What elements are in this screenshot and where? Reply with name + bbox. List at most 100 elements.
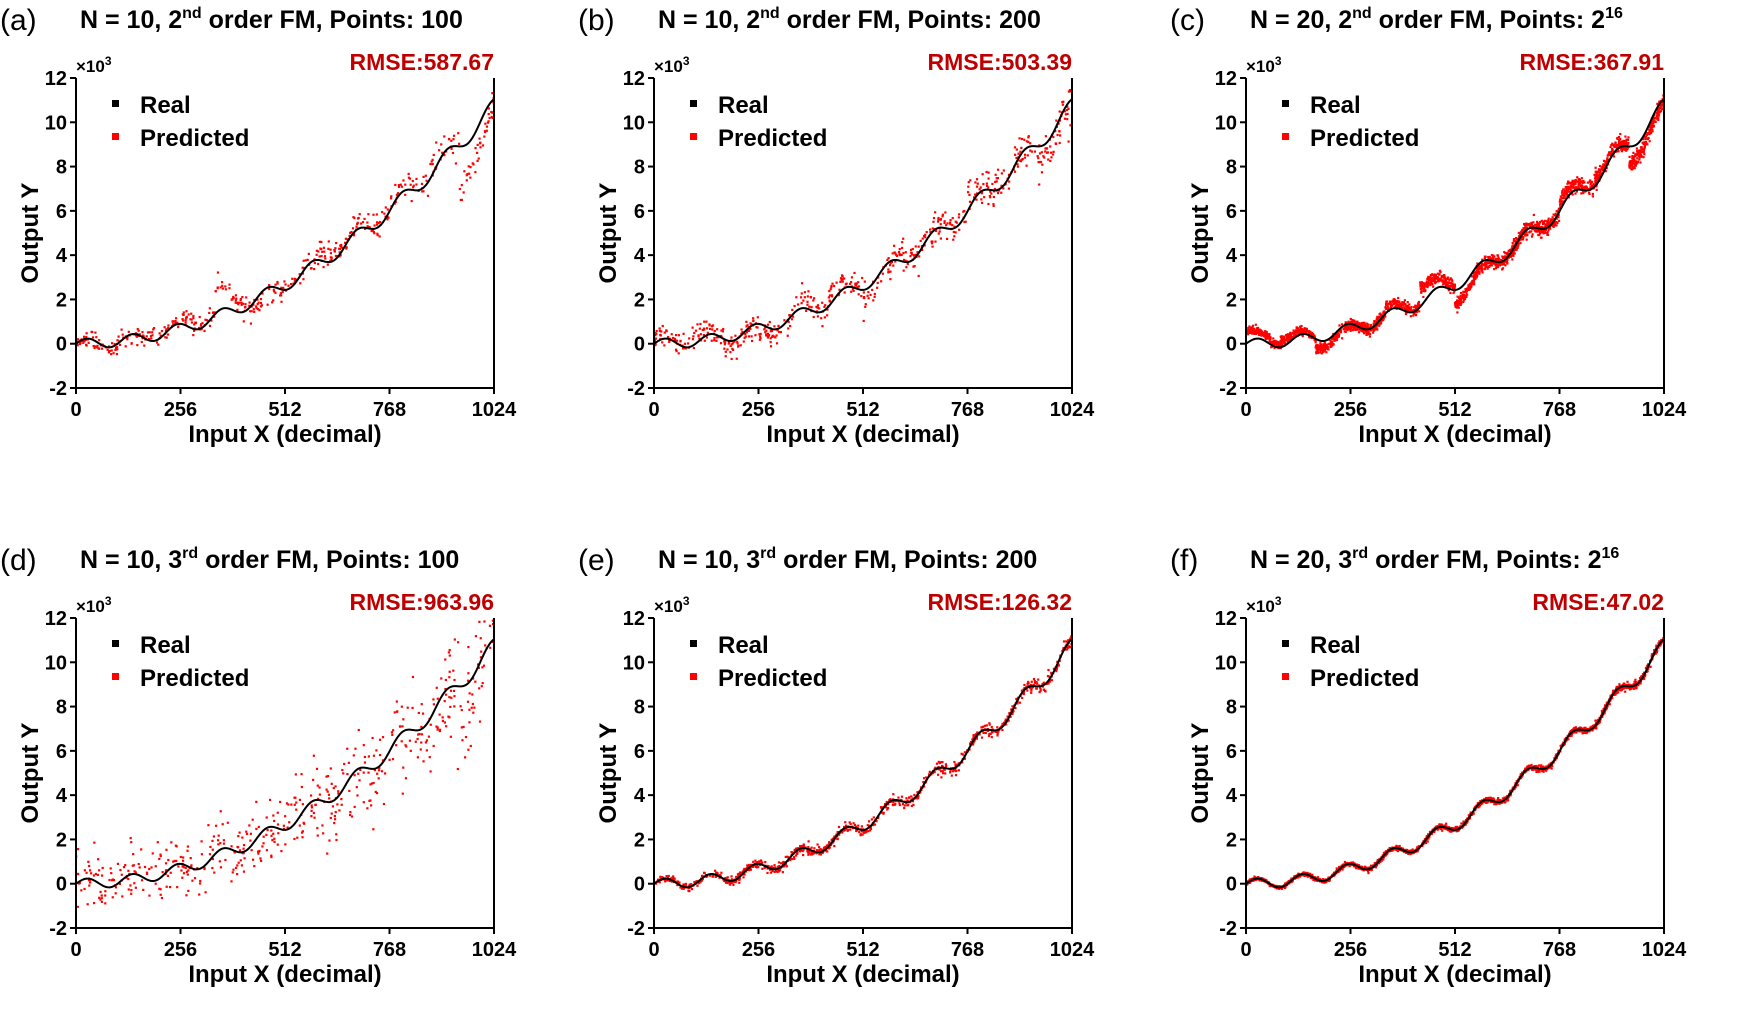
predicted-point [1067,90,1070,93]
predicted-point [886,806,890,810]
predicted-point [1350,321,1353,324]
predicted-point [1579,180,1582,184]
predicted-point [411,675,415,679]
predicted-point [658,329,661,333]
predicted-point [353,805,356,808]
predicted-point [127,869,130,872]
predicted-point [181,876,184,879]
predicted-point [1323,341,1326,344]
predicted-point [224,288,227,291]
predicted-point [440,143,443,146]
predicted-point [993,187,997,191]
predicted-point [375,223,379,226]
predicted-point [248,301,251,304]
predicted-point [793,304,796,308]
predicted-point [766,336,770,339]
predicted-point [845,282,848,285]
predicted-point [488,624,492,627]
predicted-point [673,877,676,880]
predicted-point [232,868,235,871]
predicted-point [1469,287,1472,290]
predicted-point [722,327,725,331]
predicted-point [1296,331,1300,334]
predicted-point [866,294,869,297]
predicted-point [1630,168,1633,171]
x-axis-label: Input X (decimal) [188,421,381,448]
predicted-point [841,280,844,283]
predicted-point [478,687,481,690]
predicted-point [243,857,246,860]
predicted-point [356,217,360,220]
predicted-point [982,731,985,734]
predicted-point [203,866,206,869]
predicted-point [759,335,762,338]
predicted-point [1362,332,1366,335]
predicted-point [881,272,884,275]
predicted-point [1526,234,1529,237]
predicted-point [488,116,491,120]
predicted-point [914,253,918,256]
predicted-point [1249,330,1252,333]
predicted-point [330,812,333,815]
predicted-point [390,731,394,734]
predicted-point [672,877,675,880]
predicted-point [205,319,209,322]
predicted-point [1636,149,1639,153]
predicted-point [1595,171,1598,174]
predicted-point [667,874,670,878]
predicted-point [1379,315,1383,318]
predicted-point [352,216,355,219]
predicted-point [138,866,141,869]
panel-letter: (a) [0,4,37,37]
predicted-point [256,298,259,301]
predicted-point [691,887,694,891]
predicted-point [1442,283,1445,286]
y-tick-label: 0 [56,874,67,896]
predicted-point [1351,318,1354,322]
predicted-point [1428,282,1431,285]
predicted-point [1555,224,1558,227]
predicted-point [738,881,741,884]
predicted-point [1018,701,1022,704]
predicted-point [1454,301,1457,304]
predicted-point [409,749,412,752]
x-tick-label: 256 [1334,399,1367,421]
predicted-point [1573,187,1577,190]
predicted-point [425,179,428,182]
predicted-point [83,887,86,891]
predicted-point [402,718,405,721]
predicted-point [115,353,119,356]
predicted-point [372,213,375,216]
predicted-point [476,663,480,666]
predicted-point [1288,337,1291,340]
predicted-point [931,240,934,243]
predicted-point [441,716,444,719]
predicted-point [1567,196,1570,199]
predicted-point [1443,282,1446,285]
predicted-point [1001,722,1004,725]
predicted-point [1627,136,1630,139]
predicted-point [924,233,927,236]
predicted-point [190,864,193,867]
predicted-point [190,318,193,321]
predicted-point [236,301,239,305]
predicted-point [850,280,853,284]
predicted-point [1294,329,1298,332]
predicted-point [92,901,96,905]
predicted-point [1063,110,1067,113]
predicted-point [1412,309,1415,312]
predicted-point [460,726,463,729]
predicted-point [1428,279,1431,282]
predicted-point [1571,185,1574,188]
predicted-point [698,881,701,884]
predicted-point [1658,107,1661,110]
predicted-point [670,877,673,880]
legend-real-label: Real [718,92,769,119]
predicted-point [941,213,944,216]
predicted-point [1604,169,1607,172]
predicted-point [397,184,401,187]
predicted-point [366,807,369,810]
predicted-point [198,315,201,319]
predicted-point [1623,142,1627,146]
predicted-point [130,841,133,844]
